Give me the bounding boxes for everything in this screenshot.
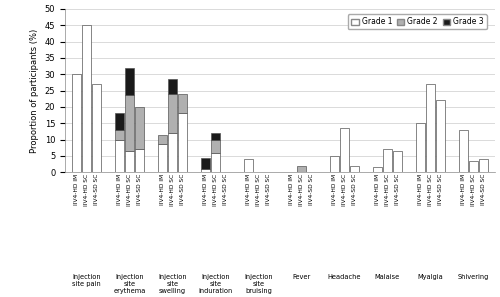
Bar: [82, 25, 92, 172]
Bar: [426, 84, 435, 172]
Bar: [373, 168, 382, 172]
Bar: [168, 133, 177, 172]
Text: Injection
site
erythema: Injection site erythema: [114, 274, 146, 293]
Text: Injection
site
bruising: Injection site bruising: [244, 274, 273, 293]
Bar: [116, 130, 124, 140]
Bar: [211, 140, 220, 153]
Bar: [201, 158, 210, 169]
Bar: [168, 94, 177, 133]
Bar: [350, 166, 359, 172]
Text: Fever: Fever: [292, 274, 310, 279]
Bar: [340, 128, 349, 172]
Bar: [178, 94, 187, 113]
Bar: [168, 79, 177, 94]
Bar: [116, 113, 124, 130]
Bar: [436, 100, 444, 172]
Bar: [72, 74, 82, 172]
Bar: [458, 130, 468, 172]
Bar: [125, 96, 134, 151]
Bar: [382, 149, 392, 172]
Bar: [125, 68, 134, 96]
Bar: [201, 169, 210, 172]
Text: Malaise: Malaise: [374, 274, 400, 279]
Text: Shivering: Shivering: [458, 274, 489, 279]
Bar: [178, 113, 187, 172]
Bar: [135, 107, 144, 149]
Y-axis label: Proportion of participants (%): Proportion of participants (%): [30, 29, 39, 153]
Bar: [125, 151, 134, 172]
Bar: [297, 166, 306, 172]
Bar: [211, 153, 220, 172]
Bar: [468, 161, 477, 172]
Bar: [330, 156, 339, 172]
Text: Injection
site pain: Injection site pain: [72, 274, 101, 287]
Bar: [392, 151, 402, 172]
Bar: [478, 159, 488, 172]
Bar: [158, 135, 168, 145]
Bar: [244, 159, 253, 172]
Bar: [158, 145, 168, 172]
Bar: [416, 123, 425, 172]
Text: Injection
site
induration: Injection site induration: [198, 274, 232, 293]
Bar: [92, 84, 102, 172]
Text: Injection
site
swelling: Injection site swelling: [158, 274, 187, 293]
Bar: [211, 133, 220, 140]
Bar: [116, 140, 124, 172]
Text: Myalgia: Myalgia: [418, 274, 443, 279]
Text: Headache: Headache: [328, 274, 361, 279]
Legend: Grade 1, Grade 2, Grade 3: Grade 1, Grade 2, Grade 3: [348, 14, 487, 29]
Bar: [135, 149, 144, 172]
